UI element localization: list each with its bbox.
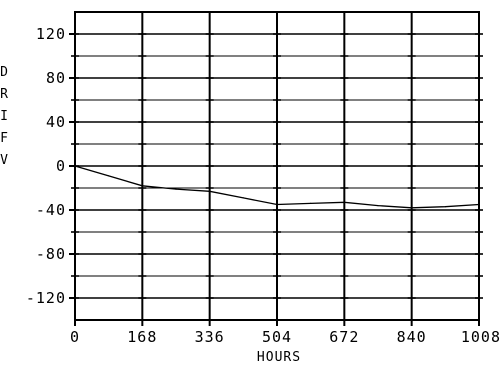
- x-tick-label: 840: [397, 328, 427, 346]
- y-axis-title-glyph: D: [0, 65, 8, 80]
- series-point: [310, 202, 312, 204]
- y-axis-title-glyph: F: [0, 131, 8, 146]
- y-tick-label: -120: [26, 289, 66, 307]
- series-point: [175, 188, 177, 190]
- y-tick-label: 120: [36, 25, 66, 43]
- y-tick-label: 40: [46, 113, 66, 131]
- series-point: [74, 165, 76, 167]
- series-point: [444, 206, 446, 208]
- series-point: [276, 203, 278, 206]
- y-tick-label: 80: [46, 69, 66, 87]
- series-layer: [74, 165, 480, 209]
- y-axis-title-glyph: I: [0, 109, 8, 124]
- x-axis-title: HOURS: [257, 350, 301, 365]
- series-point: [343, 201, 345, 203]
- x-tick-label: 672: [329, 328, 359, 346]
- series-point: [108, 175, 110, 177]
- series-point: [242, 197, 244, 199]
- x-tick-labels: 0 168 336 504 672 840 1008: [70, 328, 501, 346]
- x-tick-label: 336: [195, 328, 225, 346]
- y-axis-title-glyph: R: [0, 87, 8, 102]
- series-point: [478, 203, 480, 206]
- y-tick-label: -80: [36, 245, 66, 263]
- y-axis-title-glyph: V: [0, 153, 8, 168]
- x-tick-label: 504: [262, 328, 292, 346]
- series-point: [377, 205, 379, 207]
- series-point: [141, 185, 143, 187]
- series-point: [411, 207, 413, 209]
- y-tick-label: 0: [56, 157, 66, 175]
- x-tick-label: 168: [127, 328, 157, 346]
- x-tick-label: 1008: [461, 328, 501, 346]
- series-point: [209, 190, 211, 192]
- y-tick-label: -40: [36, 201, 66, 219]
- y-tick-labels: 120 80 40 0 -40 -80 -120: [26, 25, 66, 307]
- x-tick-label: 0: [70, 328, 80, 346]
